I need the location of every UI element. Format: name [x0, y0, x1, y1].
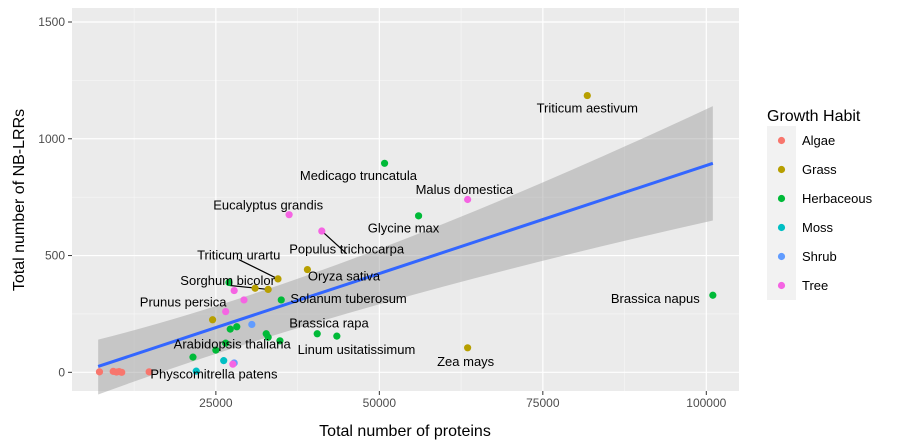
data-point-grass — [464, 344, 472, 352]
point-label: Arabidopsis thaliana — [174, 336, 292, 351]
data-point-herbaceous — [709, 291, 717, 299]
point-label: Brassica napus — [611, 291, 700, 306]
y-tick-label: 1500 — [38, 15, 65, 29]
data-point-herbaceous — [277, 296, 285, 304]
legend: Growth Habit Algae Grass Herbaceous Moss Shr… — [767, 108, 873, 300]
point-labels: Triticum aestivum Medicago truncatulaMalu… — [140, 100, 700, 381]
panel-background — [72, 8, 739, 391]
axes: 25000 50000 75000 100000 0 500 1000 1500 — [38, 15, 726, 410]
legend-label-herbaceous: Herbaceous — [802, 191, 873, 206]
point-label: Triticum urartu — [197, 248, 280, 263]
data-points — [95, 91, 717, 376]
x-axis-title: Total number of proteins — [319, 423, 491, 440]
data-point-herbaceous — [380, 159, 389, 167]
label-connector-line — [238, 259, 279, 280]
legend-label-moss: Moss — [802, 220, 834, 235]
data-point-herbaceous — [313, 330, 321, 338]
point-label: Eucalyptus grandis — [213, 197, 323, 212]
data-point-grass — [583, 91, 591, 100]
data-point-algae — [145, 368, 153, 376]
point-label: Medicago truncatula — [300, 168, 418, 183]
data-point-grass — [274, 275, 282, 283]
data-point-algae — [118, 368, 126, 376]
data-point-tree — [240, 296, 248, 304]
data-point-tree — [222, 307, 230, 316]
data-point-herbaceous — [212, 346, 220, 354]
data-point-herbaceous — [414, 212, 423, 220]
data-point-moss — [220, 357, 228, 365]
data-point-tree — [285, 211, 293, 219]
data-point-grass — [303, 265, 312, 274]
grid-lines — [72, 8, 739, 391]
legend-key-herbaceous — [777, 194, 786, 203]
x-tick-label: 75000 — [526, 396, 560, 410]
point-label: Populus trichocarpa — [289, 242, 405, 257]
point-label: Prunus persica — [140, 294, 227, 309]
data-point-herbaceous — [225, 278, 233, 287]
legend-label-shrub: Shrub — [802, 249, 837, 264]
data-point-herbaceous — [264, 333, 272, 341]
data-point-grass — [264, 285, 272, 294]
point-label: Zea mays — [437, 354, 495, 369]
y-axis-title: Total number of NB-LRRs — [11, 109, 28, 291]
data-point-tree — [229, 360, 237, 368]
point-label: Malus domestica — [416, 182, 514, 197]
point-label: Solanum tuberosum — [290, 291, 406, 306]
point-label: Linum usitatissimum — [298, 342, 416, 357]
point-label: Oryza sativa — [308, 269, 381, 284]
legend-label-grass: Grass — [802, 162, 837, 177]
data-point-algae — [95, 368, 104, 376]
legend-key-algae — [777, 136, 786, 145]
legend-label-algae: Algae — [802, 133, 835, 148]
data-point-herbaceous — [276, 337, 284, 345]
data-point-herbaceous — [222, 339, 230, 347]
legend-title: Growth Habit — [767, 108, 861, 125]
y-tick-label: 500 — [45, 249, 65, 263]
point-label: Physcomitrella patens — [150, 367, 278, 382]
legend-key-moss — [777, 223, 786, 232]
regression-line — [97, 161, 714, 368]
point-label: Sorghum bicolor — [180, 273, 275, 288]
point-label: Glycine max — [368, 221, 440, 236]
trend-line — [97, 161, 714, 368]
data-point-herbaceous — [226, 325, 234, 333]
data-point-shrub — [248, 320, 256, 329]
x-tick-label: 25000 — [199, 396, 233, 410]
legend-label-tree: Tree — [802, 278, 828, 293]
data-point-herbaceous — [233, 323, 241, 331]
point-label: Brassica rapa — [289, 315, 369, 330]
data-point-moss — [192, 367, 200, 375]
y-tick-label: 0 — [58, 365, 65, 379]
legend-key-shrub — [777, 252, 786, 261]
label-connector-line — [321, 230, 348, 255]
label-connectors — [227, 230, 348, 291]
legend-key-grass — [777, 165, 786, 174]
x-tick-label: 100000 — [686, 396, 726, 410]
data-point-tree — [318, 227, 326, 235]
data-point-tree — [230, 286, 238, 295]
data-point-grass — [251, 284, 259, 292]
label-connector-line — [227, 284, 269, 291]
data-point-herbaceous — [333, 332, 341, 340]
y-tick-label: 1000 — [38, 132, 65, 146]
data-point-grass — [208, 316, 217, 324]
data-point-herbaceous — [189, 353, 197, 361]
point-label: Triticum aestivum — [537, 100, 638, 115]
data-point-tree — [464, 195, 472, 204]
legend-key-tree — [777, 281, 786, 290]
x-tick-label: 50000 — [363, 396, 397, 410]
